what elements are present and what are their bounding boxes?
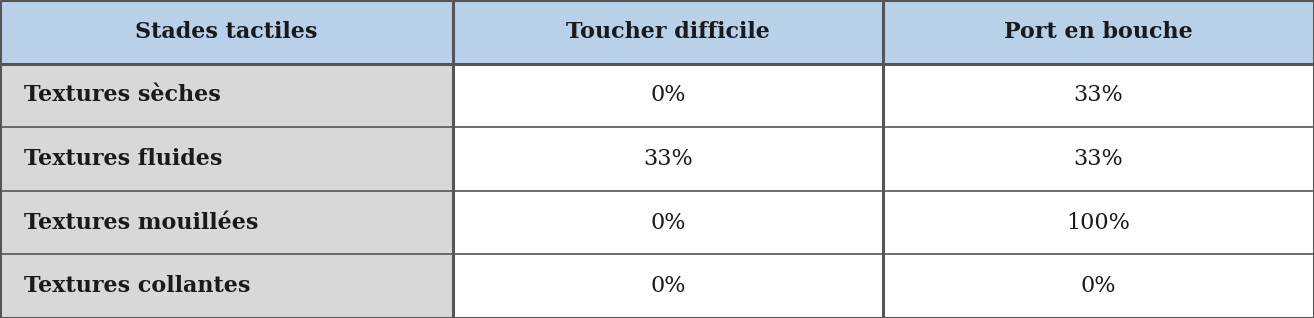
Text: Textures fluides: Textures fluides [24,148,222,170]
Bar [0,127,453,191]
Text: Textures mouillées: Textures mouillées [24,211,258,234]
Text: 0%: 0% [650,211,686,234]
Text: 0%: 0% [650,275,686,297]
Bar [883,64,1314,127]
Text: 0%: 0% [1080,275,1117,297]
Text: Stades tactiles: Stades tactiles [135,21,318,43]
Bar [453,64,883,127]
Text: Toucher difficile: Toucher difficile [566,21,770,43]
Bar [0,254,453,318]
Text: 33%: 33% [1074,84,1123,107]
Bar [453,191,883,254]
Bar [883,127,1314,191]
Bar [883,254,1314,318]
Text: 100%: 100% [1067,211,1130,234]
Bar [0,0,453,64]
Text: 33%: 33% [644,148,692,170]
Bar [0,64,453,127]
Bar [883,0,1314,64]
Text: 33%: 33% [1074,148,1123,170]
Text: Textures sèches: Textures sèches [24,84,221,107]
Text: Textures collantes: Textures collantes [24,275,250,297]
Text: 0%: 0% [650,84,686,107]
Bar [883,191,1314,254]
Bar [453,127,883,191]
Bar [0,191,453,254]
Bar [453,0,883,64]
Bar [453,254,883,318]
Text: Port en bouche: Port en bouche [1004,21,1193,43]
